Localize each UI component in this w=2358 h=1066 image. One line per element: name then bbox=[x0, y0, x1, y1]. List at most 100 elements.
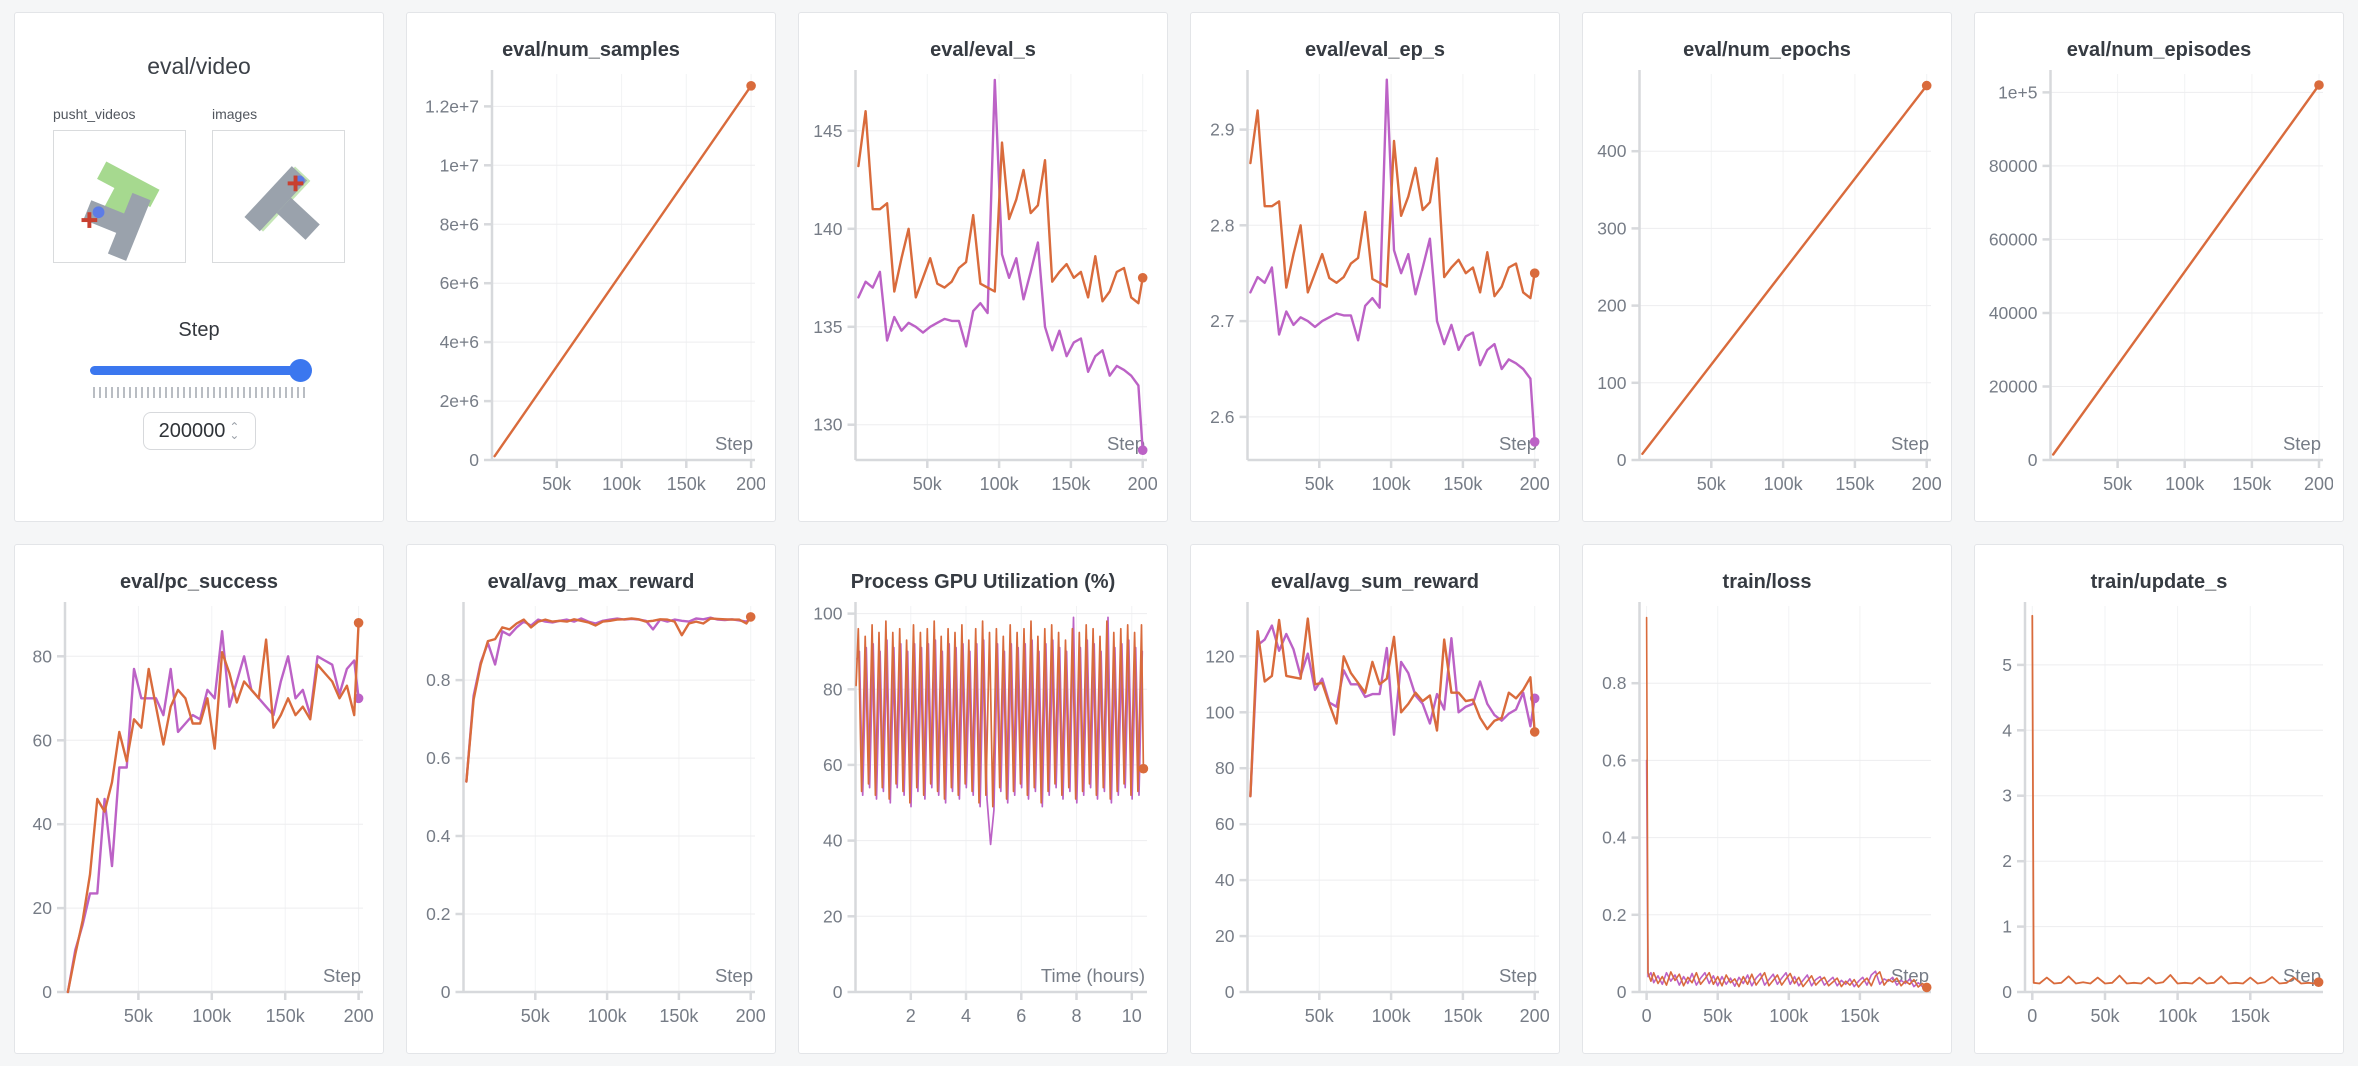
chart-title: eval/num_episodes bbox=[2066, 39, 2252, 61]
svg-text:6e+6: 6e+6 bbox=[440, 273, 479, 293]
chart-canvas-train-update-s[interactable]: 0 50k 100k 150k 0 1 2 3 4 5 Step bbox=[1985, 596, 2333, 1034]
chart-title: eval/avg_max_reward bbox=[487, 571, 695, 593]
svg-text:2.8: 2.8 bbox=[1210, 215, 1234, 235]
svg-text:150k: 150k bbox=[1835, 474, 1875, 494]
svg-text:0.4: 0.4 bbox=[1602, 828, 1627, 848]
svg-text:200: 200 bbox=[2304, 474, 2333, 494]
svg-text:150k: 150k bbox=[1443, 1006, 1483, 1026]
svg-text:4e+6: 4e+6 bbox=[440, 332, 479, 352]
svg-text:100: 100 bbox=[1597, 373, 1626, 393]
svg-text:100k: 100k bbox=[1769, 1006, 1809, 1026]
svg-text:150k: 150k bbox=[1051, 474, 1091, 494]
svg-text:50k: 50k bbox=[2103, 474, 2133, 494]
pusht-video-frame[interactable] bbox=[53, 130, 186, 263]
svg-text:4: 4 bbox=[2002, 720, 2012, 740]
slider-thumb[interactable] bbox=[289, 359, 312, 382]
svg-text:145: 145 bbox=[813, 121, 842, 141]
svg-text:0.8: 0.8 bbox=[426, 670, 450, 690]
svg-text:50k: 50k bbox=[1697, 474, 1727, 494]
chart-panel-eval-pc-success: eval/pc_success 50k 100k 150k 200 0 20 40 60 80 S… bbox=[14, 544, 384, 1054]
chart-panel-eval-num-epochs: eval/num_epochs 50k 100k 150k 200 0 100 200 300… bbox=[1582, 12, 1952, 522]
chart-canvas-eval-avg-sum-reward[interactable]: 50k 100k 150k 200 0 20 40 60 80 100 120 Step bbox=[1201, 596, 1550, 1034]
media-panel-title: eval/video bbox=[147, 53, 251, 79]
svg-text:200: 200 bbox=[1520, 1006, 1549, 1026]
chart-panel-eval-eval-ep-s: eval/eval_ep_s 50k 100k 150k 200 2.6 2.7 2.8 2.… bbox=[1190, 12, 1560, 522]
svg-text:Step: Step bbox=[715, 965, 753, 986]
chart-canvas-eval-eval-s[interactable]: 50k 100k 150k 200 130 135 140 145 Step bbox=[809, 64, 1158, 502]
chart-canvas-gpu-utilization[interactable]: 2 4 6 8 10 0 20 40 60 80 100 Time (hours) bbox=[809, 596, 1157, 1034]
chart-panel-gpu-utilization: Process GPU Utilization (%) 2 4 6 8 10 0 20 40 6… bbox=[798, 544, 1168, 1054]
svg-text:150k: 150k bbox=[1443, 474, 1483, 494]
chart-canvas-eval-avg-max-reward[interactable]: 50k 100k 150k 200 0 0.2 0.4 0.6 0.8 Step bbox=[417, 596, 766, 1034]
svg-text:Step: Step bbox=[2283, 965, 2321, 986]
svg-text:5: 5 bbox=[2002, 655, 2012, 675]
chart-title: train/loss bbox=[1722, 571, 1812, 593]
svg-text:40: 40 bbox=[823, 831, 843, 851]
svg-text:100k: 100k bbox=[2165, 474, 2205, 494]
step-value[interactable]: 200000 bbox=[158, 419, 226, 442]
svg-text:60: 60 bbox=[1215, 814, 1235, 834]
svg-text:0: 0 bbox=[833, 982, 843, 1002]
chart-canvas-eval-eval-ep-s[interactable]: 50k 100k 150k 200 2.6 2.7 2.8 2.9 Step bbox=[1201, 64, 1550, 502]
svg-text:20: 20 bbox=[823, 906, 843, 926]
svg-text:20000: 20000 bbox=[1989, 377, 2038, 397]
svg-text:0.8: 0.8 bbox=[1602, 673, 1626, 693]
svg-text:4: 4 bbox=[961, 1006, 971, 1026]
step-slider-label: Step bbox=[178, 319, 220, 341]
chart-title: train/update_s bbox=[2090, 571, 2228, 593]
image-thumbnail-label: images bbox=[212, 106, 258, 122]
svg-text:0.6: 0.6 bbox=[1602, 750, 1626, 770]
svg-text:200: 200 bbox=[1520, 474, 1549, 494]
svg-text:60: 60 bbox=[33, 730, 53, 750]
svg-text:0: 0 bbox=[1617, 982, 1627, 1002]
svg-text:2e+6: 2e+6 bbox=[440, 391, 479, 411]
chart-panel-eval-eval-s: eval/eval_s 50k 100k 150k 200 130 135 140 145 St… bbox=[798, 12, 1168, 522]
svg-text:100: 100 bbox=[813, 604, 842, 624]
svg-text:50k: 50k bbox=[1305, 1006, 1335, 1026]
svg-text:150k: 150k bbox=[266, 1006, 306, 1026]
pusht-video-image bbox=[81, 161, 160, 261]
svg-text:130: 130 bbox=[813, 415, 842, 435]
chart-canvas-eval-num-samples[interactable]: 50k 100k 150k 200 0 2e+6 4e+6 6e+6 8e+6 1e+7 1.2e+… bbox=[417, 64, 766, 502]
svg-text:200: 200 bbox=[736, 474, 765, 494]
step-slider[interactable] bbox=[90, 358, 312, 384]
chart-title: eval/avg_sum_reward bbox=[1271, 571, 1479, 593]
chart-title: eval/eval_s bbox=[930, 39, 1036, 61]
svg-text:8e+6: 8e+6 bbox=[440, 214, 479, 234]
svg-text:50k: 50k bbox=[542, 474, 572, 494]
svg-text:60000: 60000 bbox=[1989, 229, 2038, 249]
chevron-down-icon[interactable]: ⌄ bbox=[229, 428, 240, 442]
slider-tick-ruler bbox=[93, 387, 305, 398]
svg-text:1: 1 bbox=[2002, 917, 2012, 937]
svg-text:100k: 100k bbox=[1372, 1006, 1412, 1026]
stepper-buttons[interactable]: ⌃ ⌄ bbox=[229, 420, 240, 442]
chart-canvas-eval-pc-success[interactable]: 50k 100k 150k 200 0 20 40 60 80 Step bbox=[25, 596, 374, 1034]
svg-text:40: 40 bbox=[33, 814, 53, 834]
svg-text:120: 120 bbox=[1205, 646, 1234, 666]
chevron-up-icon[interactable]: ⌃ bbox=[229, 420, 240, 434]
chart-title: eval/eval_ep_s bbox=[1304, 39, 1446, 61]
svg-text:100k: 100k bbox=[980, 474, 1020, 494]
svg-text:200: 200 bbox=[1128, 474, 1157, 494]
chart-canvas-train-loss[interactable]: 0 50k 100k 150k 0 0.2 0.4 0.6 0.8 Step bbox=[1593, 596, 1941, 1034]
step-value-input[interactable]: 200000 ⌃ ⌄ bbox=[142, 412, 256, 450]
svg-text:0: 0 bbox=[1642, 1006, 1652, 1026]
slider-track[interactable] bbox=[90, 366, 300, 375]
chart-panel-eval-num-episodes: eval/num_episodes 50k 100k 150k 200 0 20000 40… bbox=[1974, 12, 2344, 522]
svg-text:Step: Step bbox=[2283, 433, 2321, 454]
svg-text:80000: 80000 bbox=[1989, 156, 2038, 176]
svg-text:2: 2 bbox=[906, 1006, 916, 1026]
svg-text:2.6: 2.6 bbox=[1210, 407, 1234, 427]
svg-text:150k: 150k bbox=[2231, 1006, 2271, 1026]
chart-canvas-eval-num-episodes[interactable]: 50k 100k 150k 200 0 20000 40000 60000 80000 1e+5 S… bbox=[1985, 64, 2334, 502]
svg-text:1e+5: 1e+5 bbox=[1998, 82, 2037, 102]
svg-text:200: 200 bbox=[1597, 296, 1626, 316]
svg-text:150k: 150k bbox=[1840, 1006, 1880, 1026]
chart-title: Process GPU Utilization (%) bbox=[850, 571, 1116, 593]
svg-text:80: 80 bbox=[823, 679, 843, 699]
svg-text:Step: Step bbox=[323, 965, 361, 986]
images-frame[interactable] bbox=[212, 130, 345, 263]
chart-canvas-eval-num-epochs[interactable]: 50k 100k 150k 200 0 100 200 300 400 Step bbox=[1593, 64, 1942, 502]
svg-text:1e+7: 1e+7 bbox=[440, 155, 479, 175]
